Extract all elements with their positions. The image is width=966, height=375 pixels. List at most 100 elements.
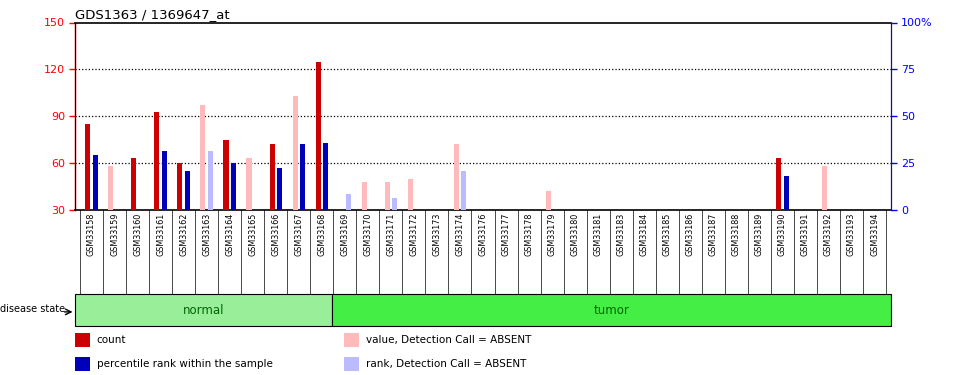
Bar xyxy=(293,96,298,210)
Text: value, Detection Call = ABSENT: value, Detection Call = ABSENT xyxy=(365,335,531,345)
Bar xyxy=(178,163,183,210)
Text: GSM33189: GSM33189 xyxy=(754,213,764,256)
Bar xyxy=(715,210,720,233)
Bar xyxy=(577,210,582,241)
Bar xyxy=(507,210,512,235)
Text: GSM33168: GSM33168 xyxy=(317,213,327,256)
Bar xyxy=(461,171,467,210)
Bar xyxy=(499,210,505,229)
Text: GSM33165: GSM33165 xyxy=(248,213,257,256)
Text: GSM33167: GSM33167 xyxy=(295,213,303,256)
Bar xyxy=(454,144,459,210)
Text: GSM33193: GSM33193 xyxy=(847,213,856,256)
Text: GSM33187: GSM33187 xyxy=(709,213,718,256)
Bar xyxy=(246,158,251,210)
Bar xyxy=(270,144,274,210)
Bar xyxy=(155,112,159,210)
Text: GSM33162: GSM33162 xyxy=(179,213,188,256)
Bar xyxy=(345,357,359,371)
Bar xyxy=(645,210,650,235)
Text: GSM33194: GSM33194 xyxy=(870,213,879,256)
Text: disease state: disease state xyxy=(0,304,65,314)
Text: count: count xyxy=(97,335,126,345)
Text: GDS1363 / 1369647_at: GDS1363 / 1369647_at xyxy=(75,8,230,21)
Bar xyxy=(231,163,236,210)
Text: GSM33172: GSM33172 xyxy=(410,213,418,256)
Bar xyxy=(392,198,397,210)
Bar xyxy=(592,210,597,229)
Bar xyxy=(331,294,891,326)
Bar xyxy=(408,179,412,210)
Text: GSM33180: GSM33180 xyxy=(571,213,580,256)
Text: GSM33186: GSM33186 xyxy=(686,213,695,256)
Bar xyxy=(692,210,696,235)
Bar xyxy=(822,166,827,210)
Text: GSM33158: GSM33158 xyxy=(87,213,96,256)
Bar xyxy=(75,333,90,347)
Bar xyxy=(131,158,136,210)
Bar xyxy=(75,357,90,371)
Text: GSM33171: GSM33171 xyxy=(386,213,395,256)
Text: GSM33191: GSM33191 xyxy=(801,213,810,256)
Bar xyxy=(361,182,367,210)
Text: GSM33169: GSM33169 xyxy=(340,213,350,256)
Text: GSM33173: GSM33173 xyxy=(433,213,441,256)
Text: GSM33176: GSM33176 xyxy=(478,213,488,256)
Bar xyxy=(853,210,858,213)
Bar xyxy=(223,140,229,210)
Bar xyxy=(208,151,213,210)
Bar xyxy=(876,210,881,237)
Bar xyxy=(477,210,482,238)
Text: GSM33185: GSM33185 xyxy=(663,213,671,256)
Bar xyxy=(185,171,189,210)
Text: GSM33178: GSM33178 xyxy=(525,213,533,256)
Bar xyxy=(783,210,788,227)
Bar xyxy=(384,182,389,210)
Bar xyxy=(760,210,766,244)
Text: GSM33183: GSM33183 xyxy=(616,213,626,256)
Text: tumor: tumor xyxy=(593,304,629,317)
Bar xyxy=(200,105,206,210)
Bar xyxy=(622,210,627,238)
Text: GSM33190: GSM33190 xyxy=(778,213,787,256)
Bar xyxy=(546,191,551,210)
Bar xyxy=(530,210,535,241)
Text: percentile rank within the sample: percentile rank within the sample xyxy=(97,359,272,369)
Text: GSM33161: GSM33161 xyxy=(156,213,165,256)
Text: GSM33174: GSM33174 xyxy=(455,213,465,256)
Bar xyxy=(85,124,90,210)
Bar xyxy=(316,62,321,210)
Text: GSM33177: GSM33177 xyxy=(501,213,511,256)
Text: GSM33184: GSM33184 xyxy=(639,213,649,256)
Bar xyxy=(346,194,351,210)
Bar xyxy=(323,143,328,210)
Text: GSM33170: GSM33170 xyxy=(363,213,372,256)
Bar xyxy=(777,158,781,210)
Text: GSM33192: GSM33192 xyxy=(824,213,833,256)
Text: GSM33166: GSM33166 xyxy=(271,213,280,256)
Bar xyxy=(668,210,673,238)
Bar xyxy=(75,294,331,326)
Bar xyxy=(599,210,605,237)
Text: GSM33163: GSM33163 xyxy=(202,213,212,256)
Bar xyxy=(345,333,359,347)
Bar xyxy=(277,168,282,210)
Bar xyxy=(569,210,574,230)
Bar xyxy=(661,210,667,226)
Text: GSM33160: GSM33160 xyxy=(133,213,142,256)
Text: GSM33164: GSM33164 xyxy=(225,213,234,256)
Text: GSM33179: GSM33179 xyxy=(548,213,556,256)
Bar xyxy=(554,210,558,216)
Bar xyxy=(707,210,712,221)
Bar xyxy=(161,151,167,210)
Bar xyxy=(108,166,113,210)
Bar xyxy=(783,176,788,210)
Bar xyxy=(93,155,98,210)
Bar xyxy=(799,210,805,222)
Bar xyxy=(484,210,489,244)
Text: normal: normal xyxy=(183,304,224,317)
Bar xyxy=(684,210,689,222)
Bar xyxy=(299,144,305,210)
Bar xyxy=(868,210,873,226)
Text: GSM33188: GSM33188 xyxy=(732,213,741,256)
